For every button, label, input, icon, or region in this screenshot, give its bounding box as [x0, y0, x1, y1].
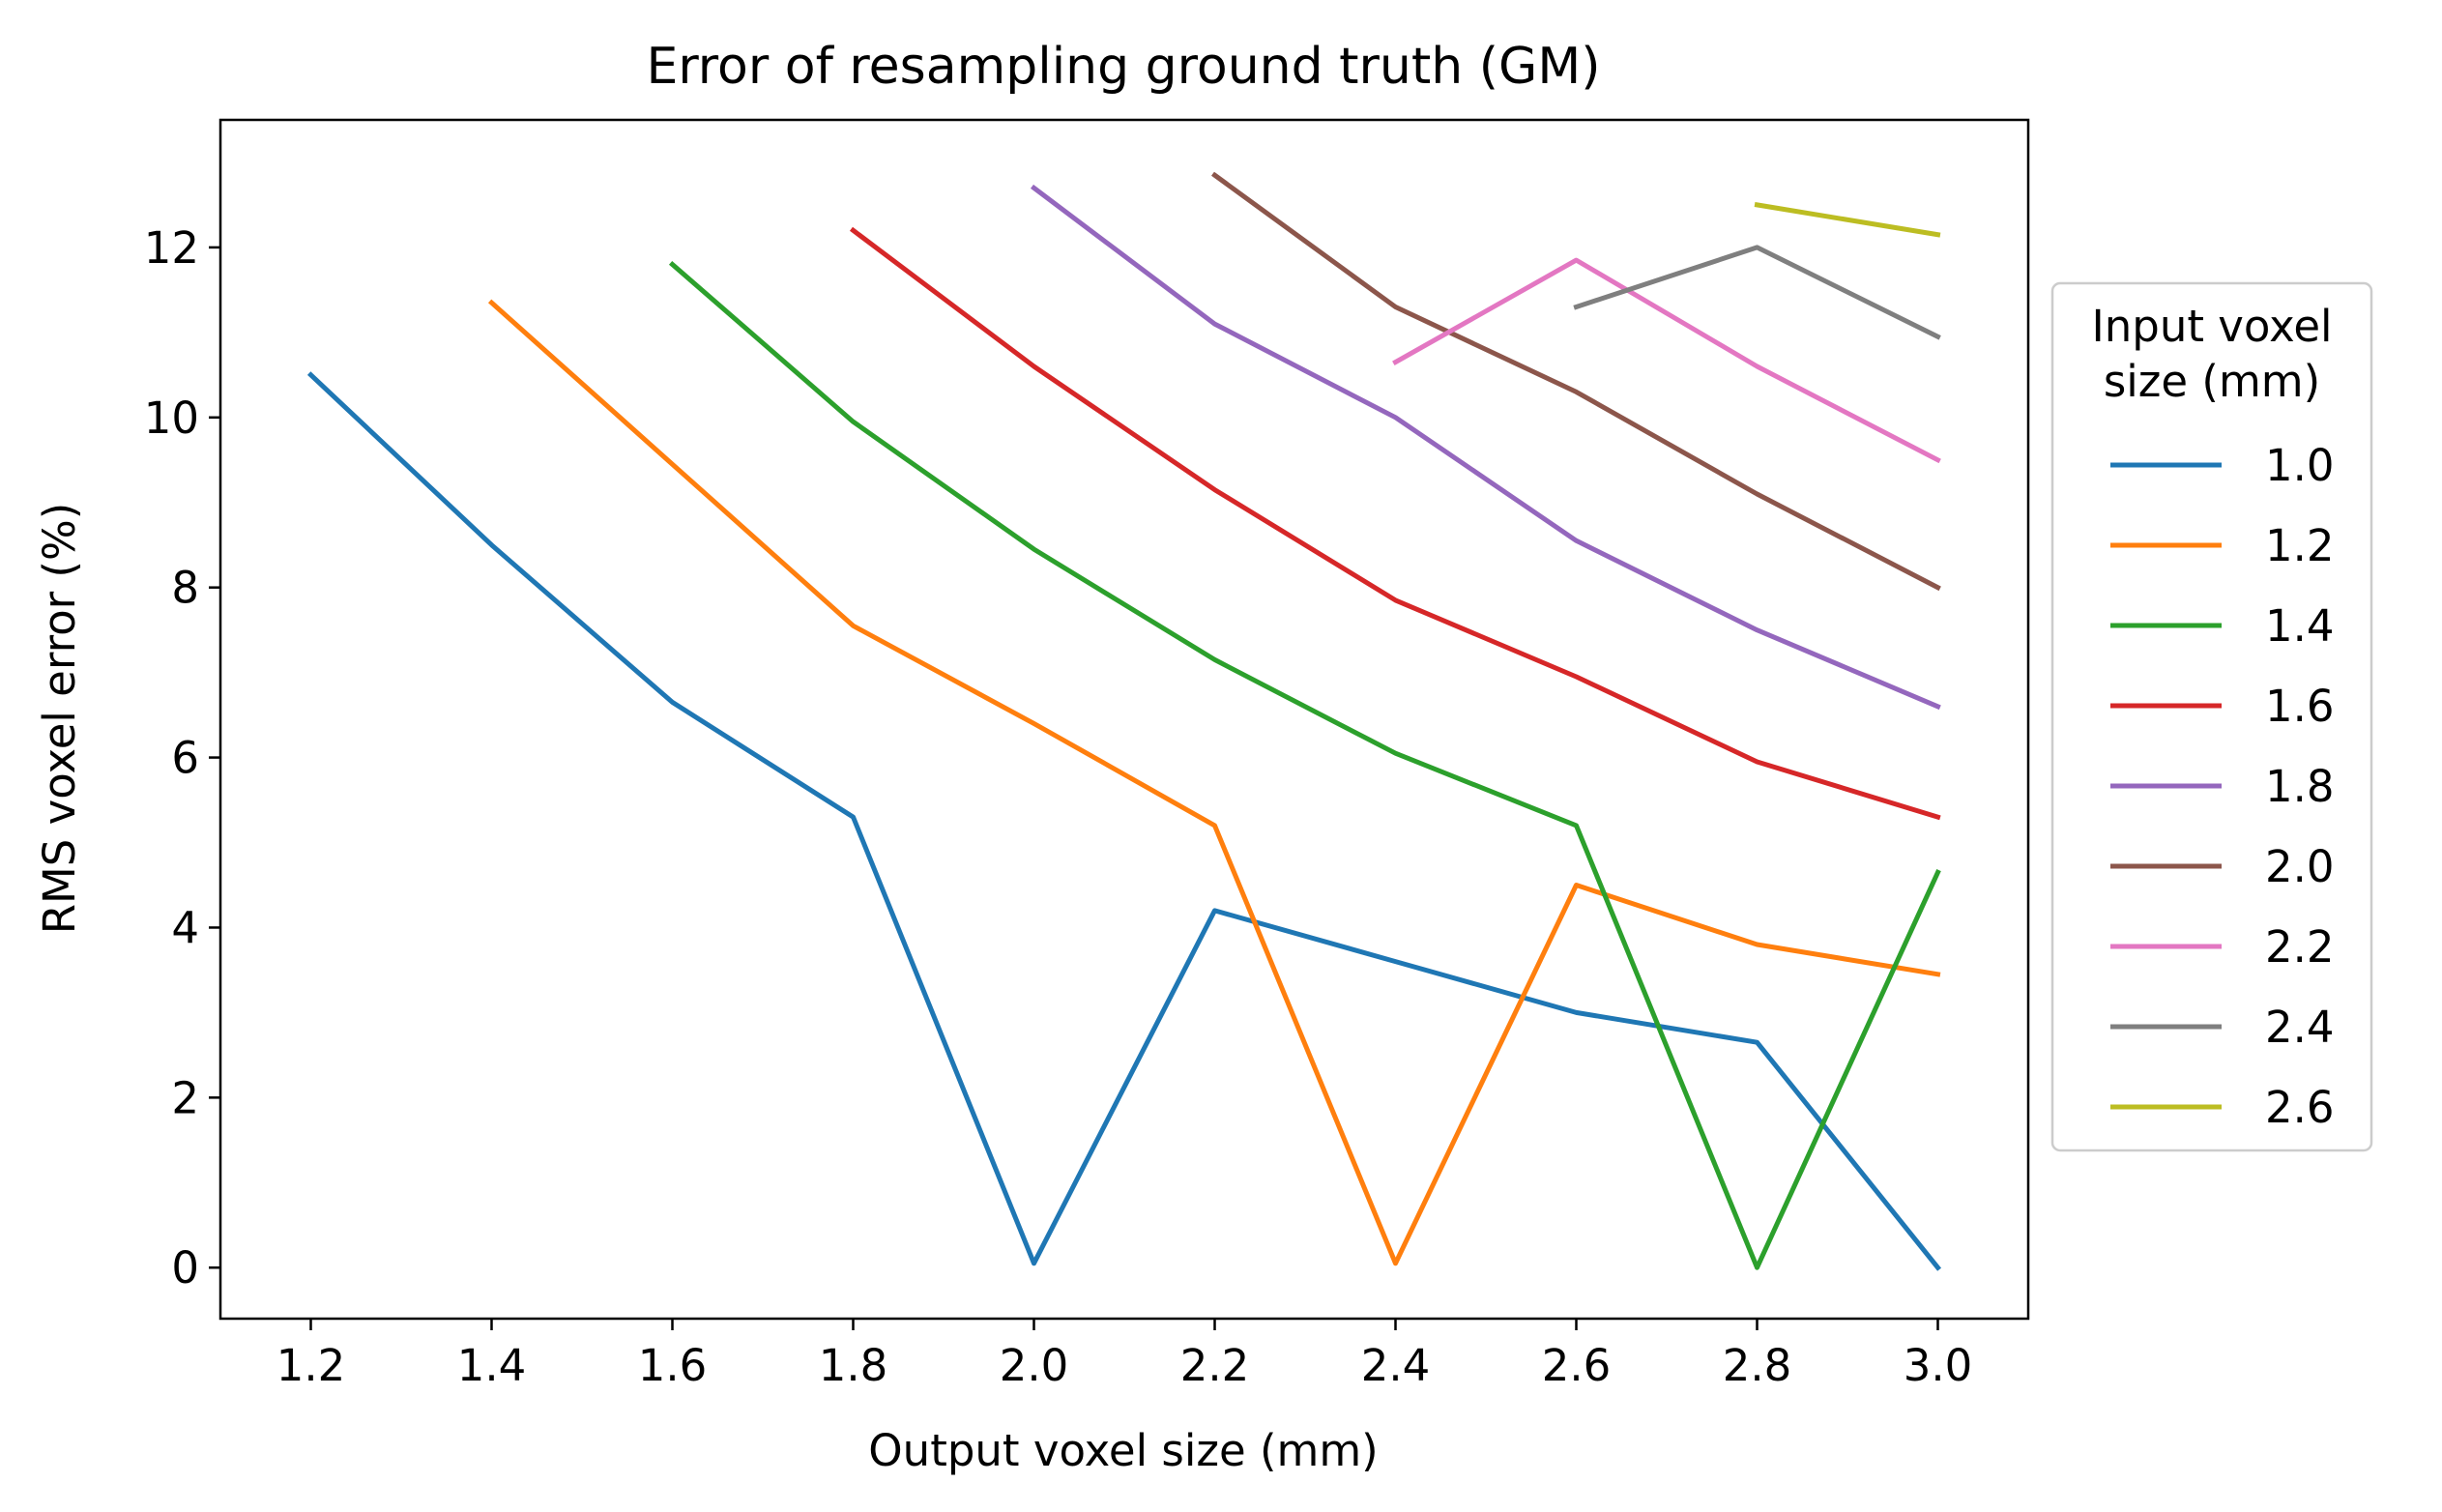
x-tick-label: 2.6 [1542, 1340, 1612, 1391]
x-tick-label: 2.2 [1180, 1340, 1250, 1391]
legend-label-2-2: 2.2 [2265, 921, 2335, 973]
series-line-1-4 [668, 260, 1941, 1270]
y-tick-label: 6 [171, 733, 199, 784]
legend-title-line1: Input voxel [2091, 301, 2332, 352]
series-line-2-2 [1392, 257, 1941, 464]
series-line-1-6 [849, 226, 1941, 821]
y-axis-label: RMS voxel error (%) [34, 503, 85, 935]
chart-title: Error of resampling ground truth (GM) [646, 38, 1600, 96]
legend-title-line2: size (mm) [2104, 356, 2320, 407]
series-group [306, 171, 1942, 1271]
series-line-2-4 [1573, 245, 1941, 340]
y-tick-label: 8 [171, 563, 199, 614]
series-line-2-0 [1211, 171, 1941, 592]
legend-box [2050, 281, 2373, 1152]
legend-label-2-4: 2.4 [2265, 1002, 2335, 1053]
legend-label-1-4: 1.4 [2265, 600, 2335, 652]
plot-frame [218, 118, 2030, 1321]
legend-label-1-2: 1.2 [2265, 520, 2335, 571]
legend: Input voxel size (mm) 1.0 1.2 1.4 1.6 1.8 2.0… [2050, 281, 2373, 1152]
legend-items: 1.0 1.2 1.4 1.6 1.8 2.0 2.2 2.4 2.6 [2110, 440, 2335, 1133]
legend-label-2-0: 2.0 [2265, 841, 2335, 892]
x-axis-label: Output voxel size (mm) [868, 1425, 1378, 1476]
x-tick-label: 1.4 [457, 1340, 527, 1391]
series-line-2-6 [1754, 202, 1941, 238]
series-line-1-8 [1030, 184, 1941, 711]
y-tick-label: 4 [171, 902, 199, 953]
legend-label-1-6: 1.6 [2265, 681, 2335, 732]
x-tick-label: 1.8 [819, 1340, 888, 1391]
y-tick-label: 2 [171, 1072, 199, 1123]
series-line-1-2 [487, 299, 1941, 1266]
x-tick-label: 1.2 [276, 1340, 346, 1391]
legend-label-1-8: 1.8 [2265, 761, 2335, 812]
x-tick-label: 2.8 [1723, 1340, 1792, 1391]
y-axis: 0 2 4 6 8 10 12 [144, 222, 220, 1294]
y-tick-label: 12 [144, 222, 199, 274]
x-tick-label: 2.0 [1000, 1340, 1069, 1391]
legend-label-1-0: 1.0 [2265, 440, 2335, 491]
x-tick-label: 1.6 [638, 1340, 708, 1391]
legend-label-2-6: 2.6 [2265, 1082, 2335, 1133]
y-tick-label: 10 [144, 393, 199, 444]
x-axis: 1.2 1.4 1.6 1.8 2.0 2.2 2.4 2.6 2.8 3.0 [276, 1319, 1973, 1391]
x-tick-label: 2.4 [1361, 1340, 1431, 1391]
x-tick-label: 3.0 [1904, 1340, 1973, 1391]
series-line-1-0 [306, 371, 1942, 1271]
y-tick-label: 0 [171, 1242, 199, 1294]
